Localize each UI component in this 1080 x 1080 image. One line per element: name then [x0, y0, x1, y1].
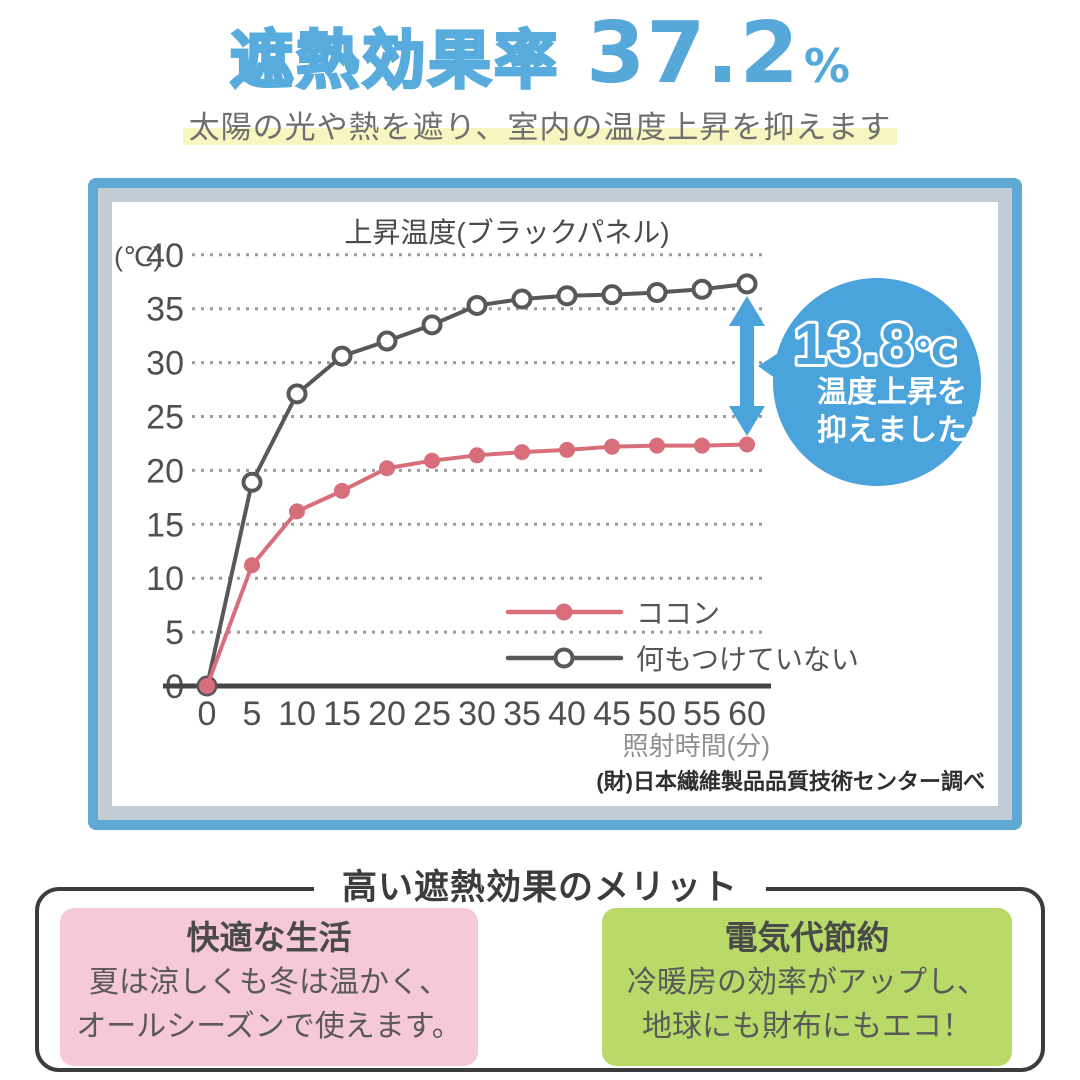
temperature-line-chart: 上昇温度(ブラックパネル)0510152025303540(℃)05101520… [114, 217, 997, 794]
rate-unit: % [803, 39, 850, 93]
legend-label: 何もつけていない [636, 644, 859, 675]
subtitle-text: 太陽の光や熱を遮り、室内の温度上昇を抑えます [182, 102, 898, 147]
chart-outer-frame: 上昇温度(ブラックパネル)0510152025303540(℃)05101520… [88, 178, 1022, 830]
svg-text:10: 10 [278, 695, 316, 733]
merit-card-comfort: 快適な生活 夏は涼しくも冬は温かく、 オールシーズンで使えます。 [60, 908, 478, 1066]
svg-text:55: 55 [683, 695, 721, 733]
merit-card-line: 夏は涼しくも冬は温かく、 [89, 964, 449, 1000]
merit-card-energy: 電気代節約 冷暖房の効率がアップし、 地球にも財布にもエコ！ [602, 908, 1012, 1066]
svg-text:0: 0 [198, 695, 217, 733]
x-axis-labels: 0 5 10 15 20 25 30 35 40 45 50 55 60 [198, 695, 766, 733]
svg-text:25: 25 [413, 695, 451, 733]
svg-text:60: 60 [728, 695, 766, 733]
page-title: 遮熱効果率 37.2 % [0, 4, 1080, 103]
merit-section-title: 高い遮熱効果のメリット [313, 859, 767, 910]
merit-card-line: 冷暖房の効率がアップし、 [627, 964, 987, 1000]
series-cocon [199, 436, 755, 694]
svg-text:15: 15 [323, 695, 361, 733]
bubble-line2: 抑えました！ [817, 414, 997, 447]
svg-text:45: 45 [593, 695, 631, 733]
merit-card-title: 電気代節約 [724, 918, 890, 957]
svg-text:20: 20 [146, 452, 184, 490]
title-text: 遮熱効果率 [229, 23, 561, 99]
svg-text:50: 50 [638, 695, 676, 733]
svg-text:35: 35 [503, 695, 541, 733]
difference-arrow [729, 296, 765, 436]
chart-area: 上昇温度(ブラックパネル)0510152025303540(℃)05101520… [112, 202, 998, 806]
x-axis-title: 照射時間(分) [623, 731, 770, 761]
chart-inner-frame: 上昇温度(ブラックパネル)0510152025303540(℃)05101520… [98, 188, 1012, 820]
merit-card-line: 地球にも財布にもエコ！ [642, 1008, 972, 1044]
merit-card-line: オールシーズンで使えます。 [76, 1008, 462, 1044]
bubble-line1: 温度上昇を [817, 376, 967, 409]
svg-text:40: 40 [548, 695, 586, 733]
legend-label: ココン [636, 598, 720, 629]
svg-text:40: 40 [146, 237, 184, 275]
svg-text:5: 5 [243, 695, 262, 733]
svg-text:20: 20 [368, 695, 406, 733]
merit-card-title: 快適な生活 [186, 918, 352, 957]
diff-value-text: 13.8℃ [794, 312, 956, 377]
y-axis-unit: (℃) [114, 242, 162, 272]
svg-text:5: 5 [165, 614, 184, 652]
svg-text:30: 30 [458, 695, 496, 733]
svg-text:15: 15 [146, 506, 184, 544]
svg-text:10: 10 [146, 560, 184, 598]
svg-text:30: 30 [146, 345, 184, 383]
chart-title: 上昇温度(ブラックパネル) [344, 217, 669, 248]
source-note: (財)日本繊維製品品質技術センター調べ [596, 769, 985, 794]
rate-value: 37.2 [586, 4, 800, 103]
subtitle-row: 太陽の光や熱を遮り、室内の温度上昇を抑えます [0, 102, 1080, 147]
svg-text:35: 35 [146, 291, 184, 329]
svg-text:25: 25 [146, 399, 184, 437]
